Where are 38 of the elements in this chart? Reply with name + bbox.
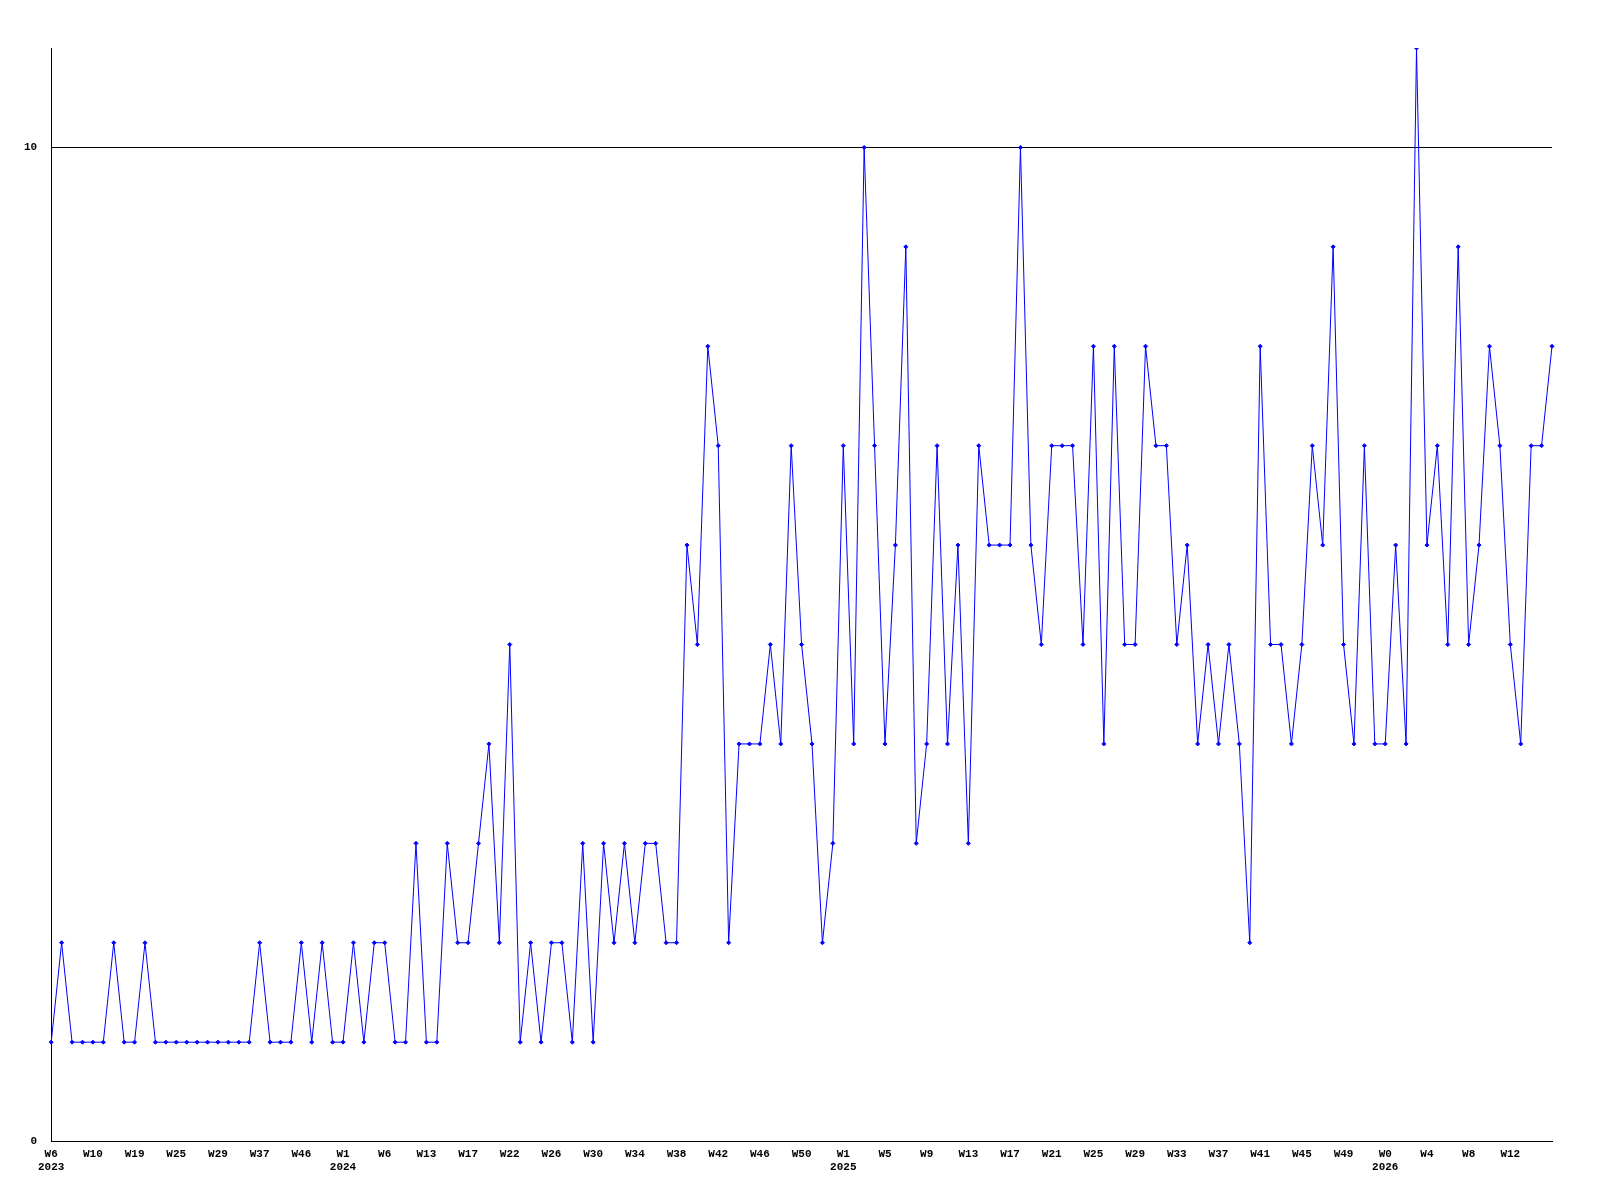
x-tick-label: W30: [583, 1147, 604, 1160]
x-tick-label: W29: [208, 1147, 228, 1160]
x-tick-label: W29: [1125, 1147, 1146, 1160]
x-tick-label: W26: [541, 1147, 562, 1160]
x-tick-label: W13: [958, 1147, 979, 1160]
x-tick-label: W19: [124, 1147, 145, 1160]
y-tick-label: 10: [24, 141, 38, 154]
x-tick-label: W25: [166, 1147, 187, 1160]
x-tick-label: W8: [1462, 1147, 1476, 1160]
x-tick-label: W17: [458, 1147, 478, 1160]
x-tick-label: W37: [249, 1147, 270, 1160]
x-tick-label: W45: [1291, 1147, 1313, 1160]
x-tick-label: W34: [624, 1147, 646, 1160]
x-tick-label: W49: [1333, 1147, 1354, 1160]
x-tick-label: W13: [416, 1147, 437, 1160]
x-tick-label: W37: [1208, 1147, 1229, 1160]
x-tick-label: W5: [878, 1147, 892, 1160]
x-tick-label: W17: [1000, 1147, 1020, 1160]
x-tick-label: W21: [1041, 1147, 1063, 1160]
x-tick-label: W50: [791, 1147, 812, 1160]
x-tick-label: W1 2024: [329, 1147, 357, 1174]
y-tick-label: 0: [30, 1135, 38, 1148]
x-tick-label: W46: [291, 1147, 312, 1160]
x-tick-label: W9: [920, 1147, 934, 1160]
x-tick-label: W6: [378, 1147, 392, 1160]
x-tick-label: W22: [499, 1147, 520, 1160]
x-tick-label: W41: [1250, 1147, 1271, 1160]
x-tick-label: W10: [82, 1147, 103, 1160]
x-tick-label: W1 2025: [830, 1147, 857, 1174]
x-tick-label: W12: [1500, 1147, 1521, 1160]
x-tick-label: W4: [1420, 1147, 1434, 1160]
x-tick-label: W0 2026: [1372, 1147, 1399, 1174]
x-tick-label: W6 2023: [38, 1147, 65, 1174]
x-tick-label: W42: [708, 1147, 729, 1160]
x-tick-label: W25: [1083, 1147, 1104, 1160]
x-tick-label: W33: [1166, 1147, 1188, 1160]
x-tick-label: W46: [750, 1147, 770, 1160]
x-tick-label: W38: [666, 1147, 687, 1160]
